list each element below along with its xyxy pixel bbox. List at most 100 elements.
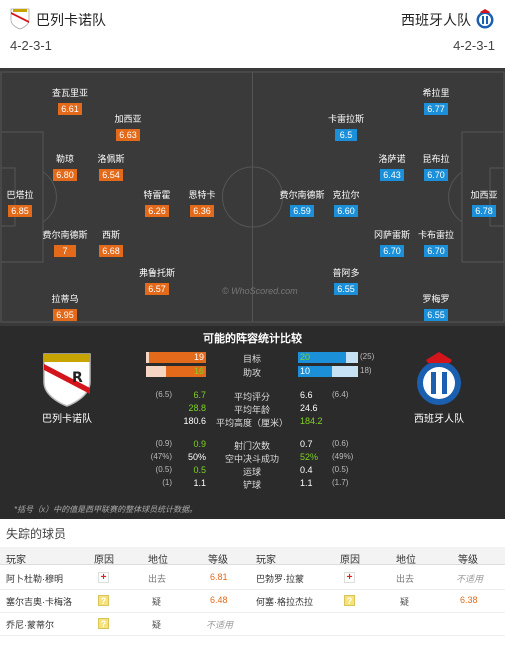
away-player[interactable]: 卡布雷拉 6.70 — [396, 228, 476, 259]
away-value: 6.6 — [300, 390, 313, 400]
away-formation: 4-2-3-1 — [453, 38, 495, 53]
player-rating: 6.85 — [8, 205, 32, 217]
away-season-value: (0.6) — [332, 439, 349, 448]
stat-row-avg-rating: (6.5) 6.7 平均评分 6.6 (6.4) — [0, 390, 505, 403]
player-name-link[interactable]: 何塞·格拉杰拉 — [256, 597, 313, 607]
injury-icon: + — [344, 572, 355, 583]
player-name-link[interactable]: 乔尼·蒙蒂尔 — [6, 620, 54, 630]
injury-icon: + — [98, 572, 109, 583]
player-rating: 6.55 — [424, 309, 448, 321]
home-value: 1.1 — [193, 478, 206, 488]
stat-label: 平均高度（厘米） — [215, 418, 288, 428]
home-value: 0.9 — [193, 439, 206, 449]
espanyol-crest-icon — [417, 352, 461, 405]
home-value: 0.5 — [193, 465, 206, 475]
pitch-lines — [0, 68, 505, 326]
rating-text: 6.81 — [210, 572, 228, 582]
player-rating: 6.78 — [472, 205, 496, 217]
player-rating: 6.43 — [380, 169, 404, 181]
home-player[interactable]: 洛佩斯 6.54 — [71, 152, 151, 183]
player-name: 克拉尔 — [332, 190, 360, 200]
missing-players: 失踪的球员 玩家 原因 地位 等级 玩家 原因 地位 等级 阿卜杜勒·穆明 + … — [0, 519, 505, 646]
status-text: 出去 — [148, 574, 167, 584]
home-team-name[interactable]: 巴列卡诺队 — [36, 12, 106, 28]
home-player[interactable]: 巴塔拉 6.85 — [0, 188, 60, 219]
player-name: 费尔南德斯 — [279, 190, 325, 200]
player-rating: 6.77 — [424, 103, 448, 115]
player-name-link[interactable]: 塞尔吉奥·卡梅洛 — [6, 597, 72, 607]
away-player[interactable]: 罗梅罗 6.55 — [396, 292, 476, 323]
player-name: 冈萨雷斯 — [373, 230, 410, 240]
away-season-value: (1.7) — [332, 478, 349, 487]
away-value: 0.7 — [300, 439, 313, 449]
away-value: 24.6 — [300, 403, 318, 413]
rayo-crest-icon: R — [43, 353, 91, 407]
away-value: 10 — [300, 366, 311, 376]
stat-row-tackles: (1) 1.1 铲球 1.1 (1.7) — [0, 478, 505, 491]
player-rating: 6.70 — [424, 245, 448, 257]
away-player[interactable]: 卡雷拉斯 6.5 — [306, 112, 386, 143]
stat-label: 平均评分 — [233, 392, 270, 402]
status-text: 疑 — [152, 620, 162, 630]
away-value: 0.4 — [300, 465, 313, 475]
stat-label: 目标 — [242, 354, 261, 364]
player-name: 卡布雷拉 — [417, 230, 454, 240]
away-season-value: (49%) — [332, 452, 354, 461]
away-player[interactable]: 费尔南德斯 6.59 — [262, 188, 342, 219]
away-player[interactable]: 昆布拉 6.70 — [396, 152, 476, 183]
away-season-value: (0.5) — [332, 465, 349, 474]
player-name: 罗梅罗 — [422, 294, 450, 304]
player-name-link[interactable]: 巴勃罗·拉蒙 — [256, 574, 304, 584]
home-player[interactable]: 加西亚 6.63 — [88, 112, 168, 143]
col-status: 地位 — [396, 555, 416, 566]
home-player[interactable]: 查瓦里亚 6.61 — [30, 86, 110, 117]
home-season-value: (1) — [162, 478, 172, 487]
missing-table-header: 玩家 原因 地位 等级 玩家 原因 地位 等级 — [0, 547, 505, 566]
away-bar — [298, 366, 332, 377]
col-player: 玩家 — [6, 555, 26, 566]
table-row: 阿卜杜勒·穆明 + 出去 6.81 巴勃罗·拉蒙 + 出去 不适用 — [0, 568, 505, 590]
player-rating: 6.26 — [145, 205, 169, 217]
stats-footnote: *括号（x）中的值是西甲联赛的整体球员统计数据。 — [14, 505, 198, 514]
player-name: 拉蒂乌 — [51, 294, 79, 304]
player-rating: 6.54 — [99, 169, 123, 181]
home-season-value: (0.5) — [155, 465, 172, 474]
away-player[interactable]: 希拉里 6.77 — [396, 86, 476, 117]
home-value: 16 — [193, 366, 204, 376]
home-player[interactable]: 勒琼 6.80 — [25, 152, 105, 183]
col-player: 玩家 — [256, 555, 276, 566]
player-rating: 6.68 — [99, 245, 123, 257]
home-bar — [166, 366, 206, 377]
stat-label: 助攻 — [242, 368, 261, 378]
home-formation: 4-2-3-1 — [10, 38, 52, 53]
player-name: 普阿多 — [332, 268, 360, 278]
player-rating: 7 — [54, 245, 76, 257]
stat-row-dribbles: (0.5) 0.5 运球 0.4 (0.5) — [0, 465, 505, 478]
player-rating: 6.59 — [290, 205, 314, 217]
away-player[interactable]: 洛萨诺 6.43 — [352, 152, 432, 183]
away-player[interactable]: 普阿多 6.55 — [306, 266, 386, 297]
away-player[interactable]: 加西亚 6.78 — [444, 188, 505, 219]
col-reason: 原因 — [340, 555, 360, 566]
missing-title: 失踪的球员 — [6, 527, 67, 541]
player-name: 恩特卡 — [188, 190, 216, 200]
player-rating: 6.60 — [334, 205, 358, 217]
stats-title: 可能的阵容统计比较 — [203, 333, 302, 345]
player-name-link[interactable]: 阿卜杜勒·穆明 — [6, 574, 63, 584]
away-team-name[interactable]: 西班牙人队 — [401, 12, 471, 28]
away-season-value: 18) — [360, 366, 372, 375]
player-rating: 6.57 — [145, 283, 169, 295]
away-player[interactable]: 克拉尔 6.60 — [306, 188, 386, 219]
home-player[interactable]: 拉蒂乌 6.95 — [25, 292, 105, 323]
away-player[interactable]: 冈萨雷斯 6.70 — [352, 228, 432, 259]
home-player[interactable]: 恩特卡 6.36 — [162, 188, 242, 219]
stat-row-goals: (31) 19 目标 20 (25) — [0, 352, 505, 365]
home-player[interactable]: 西斯 6.68 — [71, 228, 151, 259]
player-name: 弗鲁托斯 — [138, 268, 175, 278]
home-player[interactable]: 弗鲁托斯 6.57 — [117, 266, 197, 297]
away-season-value: (6.4) — [332, 390, 349, 399]
home-player[interactable]: 特雷霍 6.26 — [117, 188, 197, 219]
home-season-value: (0.9) — [155, 439, 172, 448]
home-player[interactable]: 费尔南德斯 7 — [25, 228, 105, 259]
espanyol-crest-icon — [476, 9, 494, 29]
